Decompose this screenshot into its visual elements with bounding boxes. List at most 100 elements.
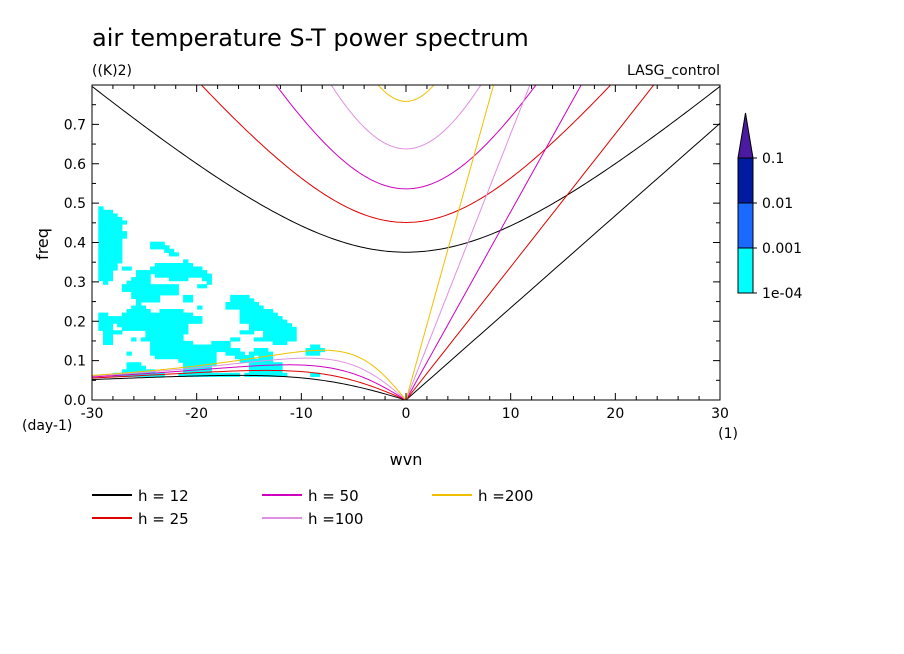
shaded-cell (98, 206, 104, 211)
shaded-cell (164, 319, 170, 324)
shaded-cell (140, 277, 146, 282)
chart-subtitle-right: LASG_control (627, 63, 720, 79)
shaded-cell (253, 305, 259, 310)
shaded-cell (187, 298, 194, 303)
shaded-cell (211, 351, 217, 356)
shaded-cell (154, 348, 161, 353)
shaded-cell (98, 224, 104, 229)
shaded-cell (103, 220, 109, 225)
shaded-cell (263, 362, 269, 367)
shaded-cell (234, 337, 241, 342)
shaded-cell (98, 263, 104, 268)
shaded-cell (126, 309, 132, 314)
shaded-cell (277, 340, 283, 345)
shaded-cell (168, 316, 175, 321)
shaded-cell (150, 326, 156, 331)
shaded-cell (145, 319, 151, 324)
shaded-cell (253, 302, 259, 307)
shaded-cell (131, 337, 137, 342)
shaded-cell (145, 277, 151, 282)
shaded-cell (145, 280, 151, 285)
shaded-cell (263, 355, 269, 360)
shaded-cell (168, 309, 175, 314)
shaded-cell (154, 316, 161, 321)
shaded-cell (103, 323, 109, 328)
colorbar-segment (737, 202, 754, 249)
shaded-cell (131, 305, 137, 310)
shaded-cell (178, 309, 184, 314)
shaded-cell (267, 355, 274, 360)
shaded-cell (239, 302, 245, 307)
shaded-cell (150, 298, 156, 303)
shaded-cell (150, 323, 156, 328)
gravity-wave-line (92, 85, 720, 253)
shaded-cell (183, 319, 189, 324)
shaded-cell (164, 333, 170, 338)
shaded-cell (131, 309, 137, 314)
shaded-cell (159, 284, 165, 289)
shaded-cell (201, 362, 208, 367)
shaded-cell (173, 273, 179, 278)
shaded-cell (107, 330, 113, 335)
shaded-cell (112, 216, 118, 221)
shaded-cell (107, 234, 113, 239)
shaded-cell (168, 344, 175, 349)
shaded-cell (220, 340, 226, 345)
shaded-cell (258, 337, 264, 342)
shaded-cell (150, 333, 156, 338)
shaded-cell (98, 255, 104, 260)
shaded-cell (192, 351, 198, 356)
shaded-cell (206, 344, 212, 349)
shaded-cell (136, 270, 142, 275)
shaded-cell (178, 266, 184, 271)
shaded-cell (103, 231, 109, 236)
shaded-cell (164, 248, 170, 253)
shaded-cell (282, 337, 288, 342)
shaded-cell (253, 319, 259, 324)
shaded-cell (267, 326, 274, 331)
shaded-cell (272, 333, 278, 338)
shaded-cell (131, 312, 137, 317)
shaded-cell (131, 284, 137, 289)
shaded-cell (258, 351, 264, 356)
shaded-cell (173, 323, 179, 328)
shaded-cell (225, 340, 231, 345)
shaded-cell (178, 344, 184, 349)
shaded-cell (249, 372, 255, 377)
shaded-cell (187, 316, 194, 321)
shaded-cell (201, 344, 208, 349)
shaded-cell (159, 319, 165, 324)
shaded-cell (98, 319, 104, 324)
shaded-cell (282, 319, 288, 324)
shaded-cell (164, 270, 170, 275)
shaded-cell (197, 348, 203, 353)
shaded-cell (286, 326, 292, 331)
shaded-cell (107, 326, 113, 331)
shaded-cell (159, 263, 165, 268)
shaded-cell (187, 369, 194, 374)
shaded-cell (117, 227, 123, 232)
shaded-cell (272, 337, 278, 342)
shaded-cell (282, 372, 288, 377)
shaded-cell (230, 372, 236, 377)
shaded-cell (98, 323, 104, 328)
shaded-cell (258, 326, 264, 331)
shaded-cell (103, 337, 109, 342)
shaded-cell (98, 316, 104, 321)
shaded-cell (121, 312, 128, 317)
shaded-cell (112, 227, 118, 232)
shaded-cell (211, 344, 217, 349)
shaded-cell (145, 333, 151, 338)
shaded-cell (131, 280, 137, 285)
shaded-cell (263, 365, 269, 370)
shaded-cell (126, 280, 132, 285)
shaded-cell (187, 358, 194, 363)
shaded-cell (136, 309, 142, 314)
shaded-cell (244, 294, 250, 299)
shaded-cell (164, 284, 170, 289)
shaded-cell (267, 337, 274, 342)
shaded-cell (178, 263, 184, 268)
shaded-cell (103, 280, 109, 285)
shaded-cell (291, 330, 297, 335)
shaded-cell (145, 284, 151, 289)
